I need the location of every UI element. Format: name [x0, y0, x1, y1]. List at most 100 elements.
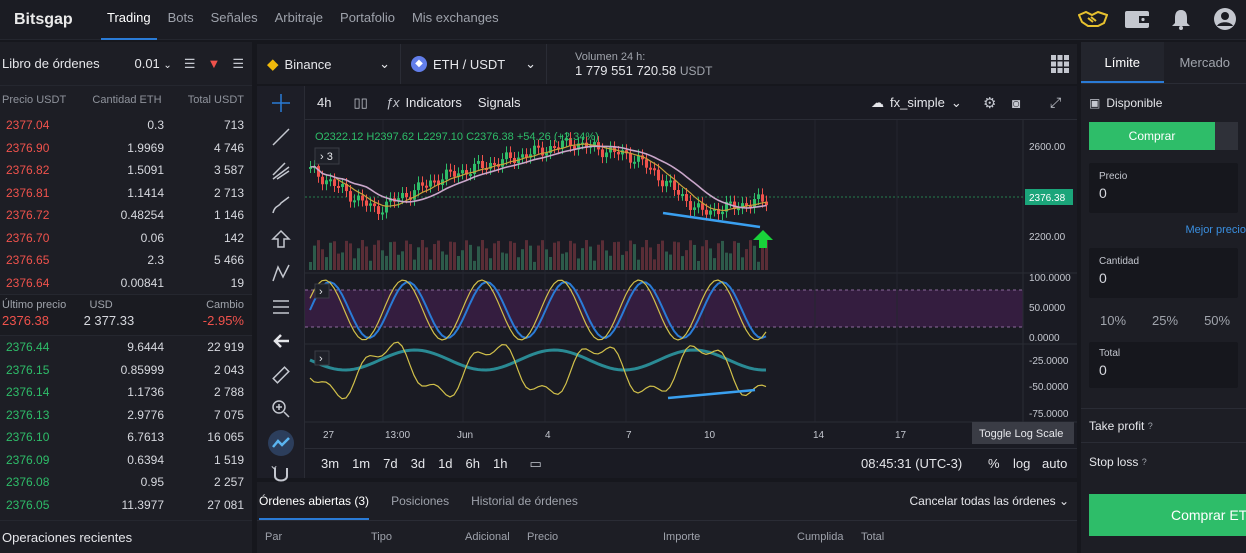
arrow-up-shape-icon[interactable] — [257, 222, 305, 256]
quantity-field[interactable]: Cantidad 0 — [1089, 248, 1238, 298]
pair-select[interactable]: ◆ ETH / USDT ⌄ — [401, 44, 547, 84]
book-view-split-icon[interactable]: ▼ — [207, 56, 221, 71]
tab-market[interactable]: Mercado — [1179, 55, 1231, 70]
volume-bar — [733, 241, 736, 270]
nav-trading[interactable]: Trading — [101, 0, 157, 40]
order-row[interactable]: 2376.90 1.9969 4 746 — [0, 137, 252, 160]
candle-type-icon[interactable]: ▯▯ — [353, 94, 368, 110]
range-1h[interactable]: 1h — [493, 456, 508, 471]
candle — [565, 138, 568, 141]
order-row[interactable]: 2376.72 0.48254 1 146 — [0, 204, 252, 227]
buy-eth-button[interactable]: Comprar ETH — [1089, 494, 1246, 536]
brand-logo[interactable]: Bitsgap — [14, 10, 73, 28]
price-field[interactable]: Precio 0 — [1089, 163, 1238, 213]
order-row[interactable]: 2377.04 0.3 713 — [0, 114, 252, 137]
settings-gear-icon[interactable]: ⚙ — [983, 94, 997, 112]
tab-positions[interactable]: Posiciones — [391, 494, 450, 508]
candle — [593, 142, 596, 146]
wallet-icon[interactable] — [1122, 4, 1152, 34]
signals-button[interactable]: Signals — [477, 95, 521, 110]
price-step-select[interactable]: 0.01 ⌄ — [134, 56, 172, 71]
order-row[interactable]: 2376.05 11.3977 27 081 — [0, 494, 252, 517]
pct-10-button[interactable]: 10% — [1100, 312, 1127, 328]
volume-bar — [425, 247, 428, 270]
date-range-icon[interactable]: ▭ — [529, 455, 542, 471]
nav-signals[interactable]: Señales — [210, 9, 258, 25]
range-3d[interactable]: 3d — [410, 456, 426, 471]
tradingview-logo-icon[interactable] — [257, 426, 305, 460]
chevron-down-icon[interactable]: ⌄ — [269, 458, 280, 472]
candle — [721, 211, 724, 215]
interval-select[interactable]: 4h — [317, 95, 332, 110]
pitchfork-icon[interactable] — [257, 154, 305, 188]
nav-bots[interactable]: Bots — [167, 9, 194, 25]
order-row[interactable]: 2376.44 9.6444 22 919 — [0, 336, 252, 359]
order-row[interactable]: 2376.82 1.5091 3 587 — [0, 159, 252, 182]
bell-icon[interactable] — [1166, 4, 1196, 34]
range-3m[interactable]: 3m — [321, 456, 340, 471]
fullscreen-icon[interactable]: ⤢ — [1050, 94, 1062, 110]
pct-25-button[interactable]: 25% — [1152, 312, 1179, 328]
template-select[interactable]: ☁ fx_simple ⌄ — [871, 94, 962, 111]
order-row[interactable]: 2376.65 2.3 5 466 — [0, 249, 252, 272]
percent-scale-toggle[interactable]: % — [988, 456, 1000, 471]
brush-icon[interactable] — [257, 188, 305, 222]
order-row[interactable]: 2376.09 0.6394 1 519 — [0, 449, 252, 472]
range-1d[interactable]: 1d — [438, 456, 453, 471]
range-1m[interactable]: 1m — [352, 456, 371, 471]
order-row[interactable]: 2376.15 0.85999 2 043 — [0, 359, 252, 382]
sell-tab-button[interactable] — [1215, 122, 1238, 150]
log-scale-tooltip — [972, 422, 1074, 444]
best-price-link[interactable]: Mejor precio — [1185, 224, 1246, 236]
camera-icon[interactable]: ◙ — [1012, 94, 1021, 111]
range-6h[interactable]: 6h — [465, 456, 480, 471]
collapse-toggle[interactable] — [314, 147, 340, 165]
total-field[interactable]: Total 0 — [1089, 342, 1238, 388]
ruler-icon[interactable] — [257, 358, 305, 392]
crosshair-icon[interactable] — [257, 86, 305, 120]
back-arrow-icon[interactable] — [257, 324, 305, 358]
candle — [317, 166, 320, 177]
magnet-icon[interactable] — [257, 460, 305, 490]
order-row[interactable]: 2376.81 1.1414 2 713 — [0, 182, 252, 205]
layout-grid-icon[interactable] — [1051, 55, 1069, 76]
clock-display[interactable]: 08:45:31 (UTC-3) — [861, 456, 963, 471]
pct-50-button[interactable]: 50% — [1204, 312, 1231, 328]
book-view-list-icon[interactable]: ☰ — [232, 55, 244, 71]
user-avatar-icon[interactable] — [1210, 4, 1240, 34]
order-row[interactable]: 2376.14 1.1736 2 788 — [0, 381, 252, 404]
order-row[interactable]: 2376.10 6.7613 16 065 — [0, 426, 252, 449]
buy-tab-button[interactable]: Comprar — [1089, 122, 1215, 150]
order-row[interactable]: 2376.13 2.9776 7 075 — [0, 404, 252, 427]
order-row[interactable]: 2376.08 0.95 2 257 — [0, 471, 252, 494]
candle — [493, 162, 496, 165]
trend-line-icon[interactable] — [257, 120, 305, 154]
volume-bar — [605, 250, 608, 270]
book-view-both-icon[interactable]: ☰ — [183, 55, 196, 71]
zoom-in-icon[interactable] — [257, 392, 305, 426]
cancel-all-button[interactable]: Cancelar todas las órdenes ⌄ — [909, 494, 1070, 508]
pattern-icon[interactable] — [257, 256, 305, 290]
nav-portfolio[interactable]: Portafolio — [340, 9, 395, 25]
stop-loss-toggle[interactable]: Stop loss ? — [1081, 442, 1246, 480]
take-profit-toggle[interactable]: Take profit ? — [1081, 408, 1246, 442]
nav-exchanges[interactable]: Mis exchanges — [411, 9, 499, 25]
order-row[interactable]: 2376.70 0.06 142 — [0, 227, 252, 250]
auto-scale-toggle[interactable]: auto — [1042, 456, 1068, 471]
fib-icon[interactable] — [257, 290, 305, 324]
nav-arbitrage[interactable]: Arbitraje — [274, 9, 324, 25]
recent-trades-title[interactable]: Operaciones recientes — [0, 520, 252, 553]
order-row[interactable]: 2376.64 0.00841 19 — [0, 272, 252, 295]
handshake-icon[interactable] — [1078, 4, 1108, 34]
price-chart[interactable]: O2322.12 H2397.62 L2297.10 C2376.38 +54.… — [305, 120, 1077, 448]
row-qty: 1.9969 — [127, 140, 164, 155]
tab-open-orders[interactable]: Órdenes abiertas (3) — [259, 482, 370, 520]
indicators-button[interactable]: ƒx Indicators — [385, 95, 462, 110]
tab-limit[interactable]: Límite — [1081, 42, 1164, 83]
range-7d[interactable]: 7d — [383, 456, 398, 471]
pane-toggle-1[interactable] — [314, 283, 330, 299]
pane-toggle-2[interactable] — [314, 350, 330, 366]
tab-order-history[interactable]: Historial de órdenes — [471, 494, 578, 508]
log-scale-toggle[interactable]: log — [1013, 456, 1031, 471]
exchange-select[interactable]: ◆ Binance ⌄ — [257, 44, 401, 84]
